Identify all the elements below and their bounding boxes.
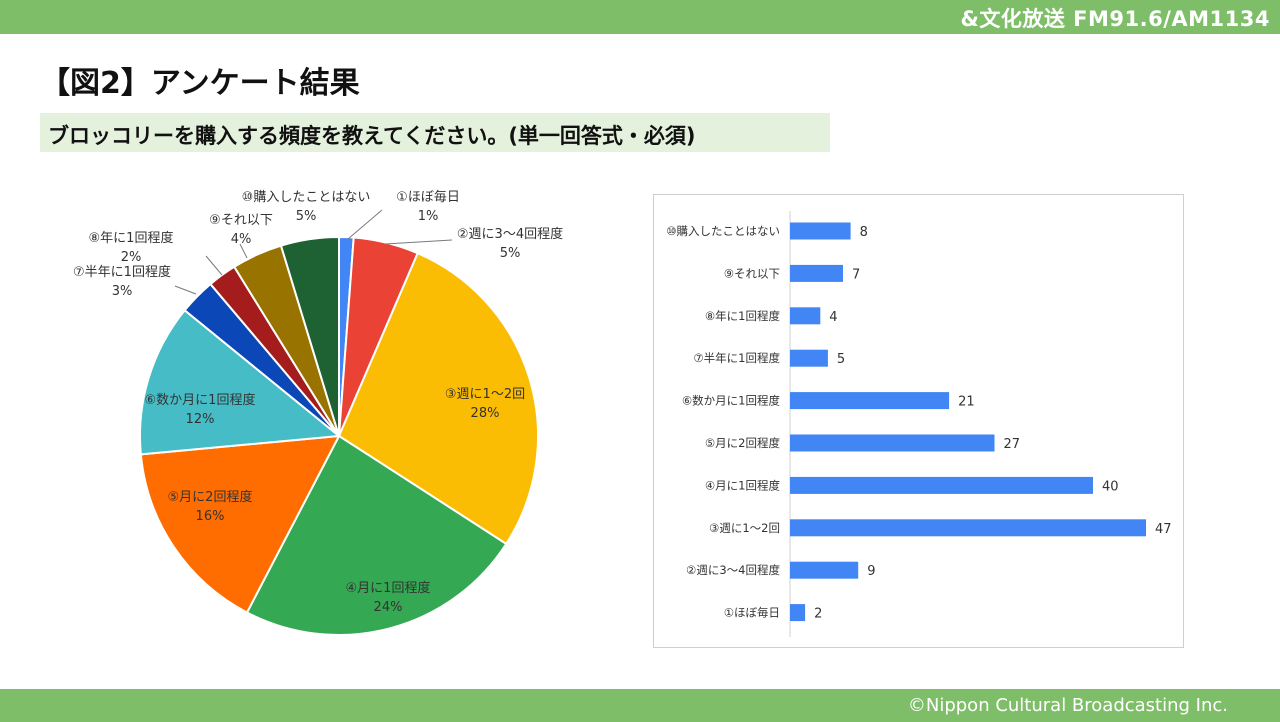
pie-leader-line [347,209,383,240]
bar-value-label: 4 [829,310,837,325]
pie-slice [139,434,341,614]
bar-category-label: ⑧年に1回程度 [705,309,781,323]
pie-slice-label: ⑥数か月に1回程度 [145,392,256,408]
question-banner [40,113,830,152]
bar [790,264,843,282]
pie-slice-percent: 12% [186,412,215,427]
pie-leader-line [174,285,197,295]
pie-leader-line [205,255,223,276]
bar [790,349,828,367]
page-title: 【図2】アンケート結果 [40,66,360,101]
bar-category-label: ④月に1回程度 [705,478,781,492]
pie-slice-percent: 24% [374,600,403,615]
pie-chart: ①ほぼ毎日 1% ②週に3～4回程度 5% ③週に1～2回 28% ④月に1回程度 24% ⑤月… [73,189,563,636]
bar-category-label: ③週に1～2回 [709,521,780,535]
bar-category-label: ②週に3～4回程度 [686,563,780,577]
pie-slice-label: ①ほぼ毎日 [396,189,460,205]
bar [790,434,995,452]
pie-slice-percent: 5% [296,209,317,224]
station-logo: &文化放送 FM91.6/AM1134 [960,7,1270,31]
bar [790,604,806,622]
bar-category-label: ⑤月に2回程度 [705,436,781,450]
bar-value-label: 5 [837,352,845,367]
pie-slice-percent: 1% [418,209,439,224]
question-text: ブロッコリーを購入する頻度を教えてください。(単一回答式・必須) [48,124,696,148]
header-bar: &文化放送 FM91.6/AM1134 [0,0,1280,34]
pie-slice-label: ⑧年に1回程度 [89,230,174,246]
pie-slice-label: ②週に3～4回程度 [457,226,563,242]
pie-slice-label: ⑤月に2回程度 [168,489,253,505]
bar-chart: ⑩購入したことはない 8 ⑨それ以下 7 ⑧年に1回程度 4 ⑦半年に1回程度 5 ⑥数か月に1… [666,211,1172,637]
bar-value-label: 40 [1102,479,1119,494]
pie-leader-line [384,239,453,245]
bar [790,307,821,325]
bar-value-label: 7 [852,267,860,282]
bar [790,222,851,240]
pie-slice [337,251,539,546]
bar [790,392,950,410]
bar-value-label: 27 [1004,437,1021,452]
pie-slice-label: ④月に1回程度 [346,580,431,596]
bar-chart-panel: ⑩購入したことはない 8 ⑨それ以下 7 ⑧年に1回程度 4 ⑦半年に1回程度 5 ⑥数か月に1… [653,194,1184,648]
bar-category-label: ⑥数か月に1回程度 [682,394,781,408]
pie-slice-percent: 16% [196,509,225,524]
bar [790,476,1093,494]
bar [790,519,1146,537]
pie-slice-percent: 2% [121,250,142,265]
pie-leader-line [239,243,248,259]
bar-category-label: ⑨それ以下 [724,266,780,280]
copyright-text: ©Nippon Cultural Broadcasting Inc. [907,695,1228,716]
pie-slice-label: ⑨それ以下 [209,213,273,228]
pie-slice-label: ⑩購入したことはない [242,190,371,205]
pie-slice-percent: 28% [471,406,500,421]
bar-category-label: ⑩購入したことはない [666,224,780,238]
pie-chart-area: ①ほぼ毎日 1% ②週に3～4回程度 5% ③週に1～2回 28% ④月に1回程度 24% ⑤月… [0,160,640,660]
pie-slice [279,235,340,437]
bar-value-label: 21 [958,395,975,410]
pie-slice-label: ③週に1～2回 [445,387,525,402]
footer-bar: ©Nippon Cultural Broadcasting Inc. [0,689,1280,722]
bar [790,561,859,579]
bar-value-label: 47 [1155,522,1172,537]
bar-value-label: 2 [814,607,822,622]
pie-slice [245,434,508,636]
pie-slice [139,308,342,456]
pie-slice-label: ⑦半年に1回程度 [73,264,171,280]
bar-value-label: 8 [860,225,868,240]
bar-value-label: 9 [867,564,875,579]
pie-slice-percent: 3% [112,284,133,299]
pie-slice-percent: 4% [231,232,252,247]
bar-category-label: ⑦半年に1回程度 [693,351,780,365]
bar-category-label: ①ほぼ毎日 [724,606,780,620]
pie-slice-percent: 5% [500,246,521,261]
